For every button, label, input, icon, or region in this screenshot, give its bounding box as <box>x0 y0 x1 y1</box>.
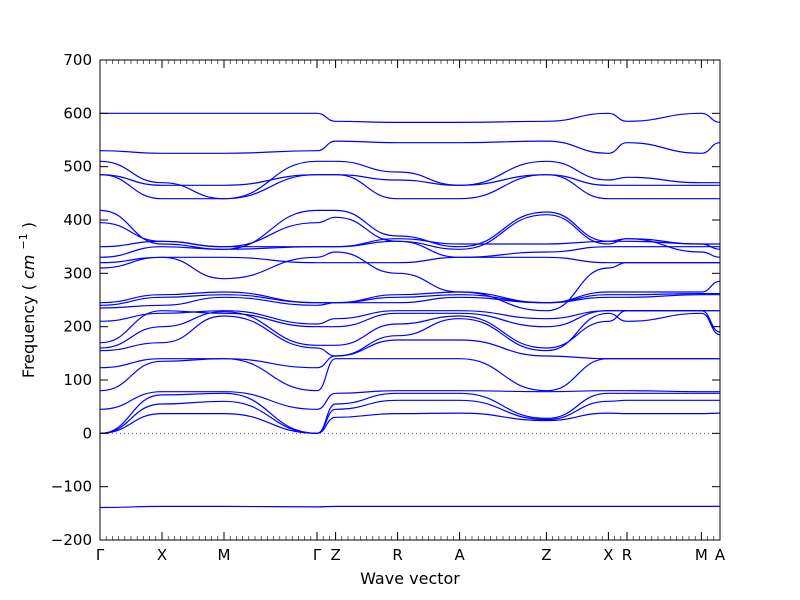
x-tick-label: A <box>715 546 726 564</box>
y-tick-label: −200 <box>51 531 92 549</box>
band-line-8 <box>99 312 721 357</box>
band-line-4 <box>99 392 720 434</box>
x-tick-label: Γ <box>313 546 322 564</box>
band-line-3 <box>99 399 720 434</box>
x-tick-label: A <box>454 546 465 564</box>
y-tick-label: 400 <box>63 211 92 229</box>
x-tick-label: Z <box>541 546 551 564</box>
y-tick-label: 0 <box>82 424 92 442</box>
band-line-7 <box>99 339 720 369</box>
y-tick-label: −100 <box>51 478 92 496</box>
y-tick-label: 600 <box>63 104 92 122</box>
y-axis-title: Frequency ( cm −1 ) <box>12 222 38 378</box>
band-line-12 <box>99 294 720 309</box>
band-line-24 <box>99 140 721 154</box>
band-line-5 <box>99 390 720 410</box>
band-line-14 <box>99 280 721 304</box>
x-tick-label: M <box>695 546 708 564</box>
y-axis-title-group: Frequency ( cm −1 ) <box>12 222 38 378</box>
y-ticks-layer: −200 −100 0 100 200 300 400 500 600 700 <box>51 51 720 549</box>
x-tick-label: R <box>622 546 632 564</box>
x-tick-label: Z <box>330 546 340 564</box>
band-line-23 <box>99 160 720 200</box>
band-line-22 <box>99 174 720 186</box>
band-line-11 <box>99 310 720 325</box>
y-tick-label: 500 <box>63 158 92 176</box>
y-tick-label: 100 <box>63 371 92 389</box>
plot-frame <box>99 59 721 541</box>
y-axis-title-paren-close: ) <box>19 222 38 228</box>
y-tick-label: 300 <box>63 264 92 282</box>
band-line-13 <box>99 292 720 306</box>
x-tick-label: R <box>392 546 402 564</box>
y-tick-label: 200 <box>63 318 92 336</box>
x-tick-label: X <box>157 546 167 564</box>
bands-layer <box>99 112 721 509</box>
band-line-16 <box>99 256 720 264</box>
x-tick-label: X <box>603 546 613 564</box>
y-axis-title-unit: cm <box>19 255 38 279</box>
x-axis-title: Wave vector <box>360 569 460 588</box>
band-line-1 <box>99 505 720 509</box>
x-tick-label: M <box>218 546 231 564</box>
x-tick-label: Γ <box>96 546 105 564</box>
y-axis-title-text: Frequency <box>19 295 38 378</box>
y-tick-label: 700 <box>63 51 92 69</box>
plot-area-background <box>100 60 720 540</box>
y-axis-title-paren-open: ( <box>19 284 38 290</box>
band-line-25 <box>100 112 721 123</box>
y-axis-title-exponent: −1 <box>17 233 30 249</box>
band-line-20 <box>99 209 721 258</box>
band-line-2 <box>99 412 721 434</box>
